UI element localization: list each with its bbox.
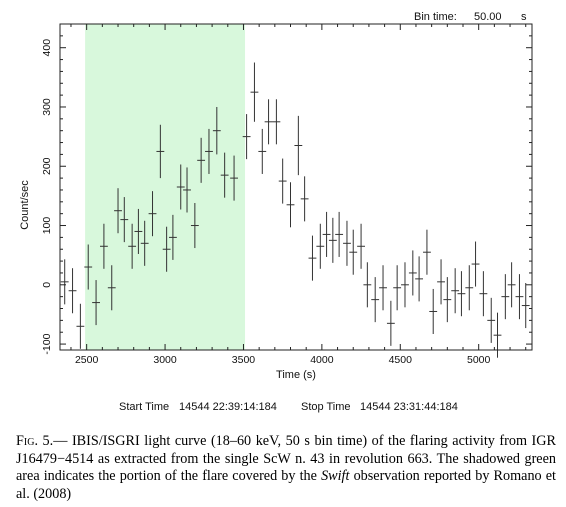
data-point <box>316 223 325 269</box>
data-point <box>322 211 331 257</box>
data-point <box>493 312 502 358</box>
data-point <box>371 277 380 323</box>
x-tick-label: 4000 <box>310 354 334 366</box>
light-curve-chart: 2500 3000 3500 4000 4500 5000 -100 0 100 200 300 4… <box>19 11 533 413</box>
data-point <box>220 152 229 198</box>
data-point <box>423 229 431 275</box>
data-point <box>501 274 510 320</box>
data-point <box>183 167 191 213</box>
data-point <box>401 262 409 308</box>
data-point <box>205 128 213 174</box>
data-point <box>379 265 387 311</box>
data-point <box>335 211 344 257</box>
caption-text-after: observation reported by Romano et al. (2… <box>16 468 556 502</box>
start-time-value: 14544 22:39:14:184 <box>179 401 277 413</box>
data-point <box>363 262 372 308</box>
y-tick-label: 300 <box>41 98 53 116</box>
data-point <box>465 265 474 311</box>
data-point <box>242 114 251 160</box>
data-point <box>190 203 199 249</box>
data-point <box>212 106 221 155</box>
data-point <box>264 99 273 145</box>
data-point <box>230 155 238 201</box>
x-tick-label: 3500 <box>232 354 256 366</box>
data-point <box>148 191 157 237</box>
data-point <box>294 115 303 176</box>
data-point <box>114 188 122 234</box>
data-point <box>408 250 417 296</box>
data-point <box>521 283 530 329</box>
data-point <box>515 274 524 320</box>
data-point <box>128 223 137 269</box>
data-point <box>471 241 480 287</box>
data-point <box>443 277 452 323</box>
y-ticks: -100 0 100 200 300 400 <box>41 23 532 355</box>
data-point <box>286 182 295 228</box>
data-point <box>429 288 438 334</box>
data-point <box>140 220 149 266</box>
x-tick-label: 4500 <box>389 354 413 366</box>
data-point <box>349 229 358 275</box>
data-point <box>278 158 287 204</box>
y-tick-label: 100 <box>41 217 53 235</box>
data-point <box>300 176 309 222</box>
data-point <box>156 124 165 179</box>
data-point <box>162 226 171 272</box>
caption-label: Fig. 5.— <box>16 433 68 449</box>
data-point <box>357 223 365 269</box>
data-point <box>168 214 177 260</box>
data-point <box>272 99 281 145</box>
stop-time-label: Stop Time <box>301 401 351 413</box>
figure-caption: Fig. 5.— IBIS/ISGRI light curve (18–60 k… <box>16 433 556 503</box>
x-tick-label: 2500 <box>75 354 99 366</box>
data-point <box>487 297 496 343</box>
data-point <box>328 217 337 263</box>
x-ticks: 2500 3000 3500 4000 4500 5000 <box>70 24 527 366</box>
data-point <box>134 208 143 254</box>
caption-mission: Swift <box>321 468 350 485</box>
y-tick-label: -100 <box>41 333 53 354</box>
data-point <box>197 137 206 183</box>
data-point <box>120 197 129 243</box>
data-points <box>60 62 530 358</box>
y-tick-label: 0 <box>41 282 53 288</box>
data-point <box>76 303 85 349</box>
caption-text-before: IBIS/ISGRI light curve (18–60 keV, 50 s … <box>16 433 556 485</box>
data-point <box>343 220 351 266</box>
data-point <box>84 244 93 290</box>
bin-time-value: 50.00 <box>474 11 502 23</box>
data-point <box>437 259 445 305</box>
stop-time-value: 14544 23:31:44:184 <box>360 401 458 413</box>
data-point <box>451 268 460 314</box>
data-point <box>107 265 116 311</box>
data-point <box>507 262 516 308</box>
data-point <box>479 271 488 317</box>
data-point <box>60 259 69 305</box>
data-point <box>308 235 317 281</box>
y-tick-label: 400 <box>41 39 53 57</box>
data-point <box>99 223 108 269</box>
y-axis-label: Count/sec <box>19 180 31 230</box>
plot-frame <box>59 23 533 351</box>
data-point <box>386 300 395 346</box>
y-tick-label: 200 <box>41 157 53 175</box>
x-tick-label: 5000 <box>467 354 491 366</box>
bin-time-label: Bin time: <box>414 11 457 23</box>
data-point <box>176 164 185 210</box>
data-point <box>258 128 267 174</box>
bin-time-unit: s <box>521 11 527 23</box>
data-point <box>250 62 259 122</box>
data-point <box>92 280 100 326</box>
data-point <box>68 268 77 314</box>
x-tick-label: 3000 <box>153 354 177 366</box>
shaded-flare-region <box>85 24 246 350</box>
data-point <box>393 265 402 311</box>
data-point <box>457 271 466 317</box>
data-point <box>415 256 424 302</box>
start-time-label: Start Time <box>119 401 169 413</box>
x-axis-label: Time (s) <box>276 369 316 381</box>
